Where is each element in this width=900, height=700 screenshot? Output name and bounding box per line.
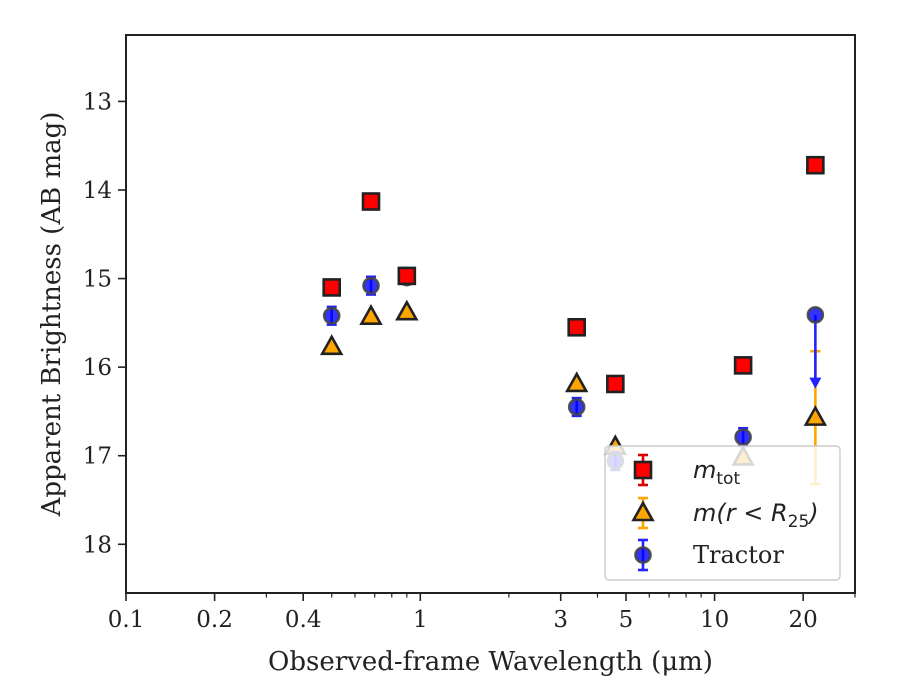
x-tick-label: 0.4 [285,607,322,633]
marker-m_tot [567,317,587,337]
y-tick-label: 13 [83,89,112,115]
marker-m_r25 [395,299,419,321]
legend-entry-m_tot: mtot [633,453,740,489]
marker-m_r25 [319,334,344,356]
series-m_tot [322,155,825,394]
marker-m_r25 [564,371,589,393]
legend-marker-m_r25 [631,500,655,522]
data-point-m_r25 [359,303,383,325]
x-tick-label: 3 [553,607,568,633]
marker-m_r25 [803,404,828,426]
x-axis-label: Observed-frame Wavelength (μm) [268,647,713,677]
marker-tractor [734,428,752,446]
marker-m_r25 [359,303,383,325]
data-point-m_tot [806,155,825,175]
legend-label-subscript: tot [716,469,740,489]
marker-m_tot [397,266,417,286]
data-point-tractor [322,305,341,326]
legend-entry-tractor: Tractor [634,538,784,572]
y-tick-label: 16 [83,355,112,381]
legend: mtot m(r < R25) Tractor [604,445,841,581]
data-point-m_tot [361,192,381,211]
legend-marker-tractor [634,546,652,564]
data-point-m_tot [322,278,342,297]
plot-frame [125,34,856,594]
y-tick-label: 17 [83,444,112,470]
data-point-tractor [362,275,380,296]
y-tick-label: 18 [83,532,112,558]
legend-label-base: m [693,456,716,484]
legend-label-base: m(r < R [693,499,788,527]
y-tick-label: 15 [83,267,112,293]
data-point-m_r25 [564,371,589,393]
marker-tractor [322,306,341,325]
x-tick-label: 1 [413,607,428,633]
legend-label-tail: ) [807,499,818,527]
legend-label-m_tot: mtot [693,456,740,489]
marker-m_tot [361,192,381,211]
marker-tractor [362,276,380,295]
marker-tractor [806,306,825,324]
marker-m_tot [733,356,753,375]
data-point-m_r25 [395,299,419,321]
data-point-m_tot [733,356,753,375]
x-axis: 0.1 0.2 0.4 1 3 5 10 20 [108,593,856,633]
data-point-m_tot [606,374,625,394]
legend-label-m_r25: m(r < R25) [693,499,819,532]
y-axis-label: Apparent Brightness (AB mag) [37,112,67,518]
data-point-m_r25 [319,334,344,356]
data-marks [319,155,828,486]
x-tick-label: 0.2 [196,607,233,633]
legend-label-tractor: Tractor [693,541,784,569]
legend-entry-m_r25: m(r < R25) [631,496,819,532]
data-point-tractor [567,396,586,418]
y-tick-label: 14 [83,178,112,204]
marker-m_tot [806,155,825,175]
y-axis: 13 14 15 16 17 18 [83,89,126,558]
marker-m_tot [606,374,625,394]
x-tick-label: 5 [619,607,634,633]
legend-label-subscript: 25 [788,512,810,532]
marker-m_tot [322,278,342,297]
marker-tractor [567,398,586,416]
data-point-tractor [806,306,825,389]
legend-box [604,445,841,581]
legend-marker-m_tot [633,460,653,480]
upper-limit-arrow [809,377,822,389]
x-tick-label: 10 [700,607,729,633]
x-tick-label: 20 [789,607,818,633]
data-point-m_tot [397,266,417,286]
data-point-m_tot [567,317,587,337]
data-point-tractor [734,426,752,448]
x-tick-label: 0.1 [108,607,145,633]
